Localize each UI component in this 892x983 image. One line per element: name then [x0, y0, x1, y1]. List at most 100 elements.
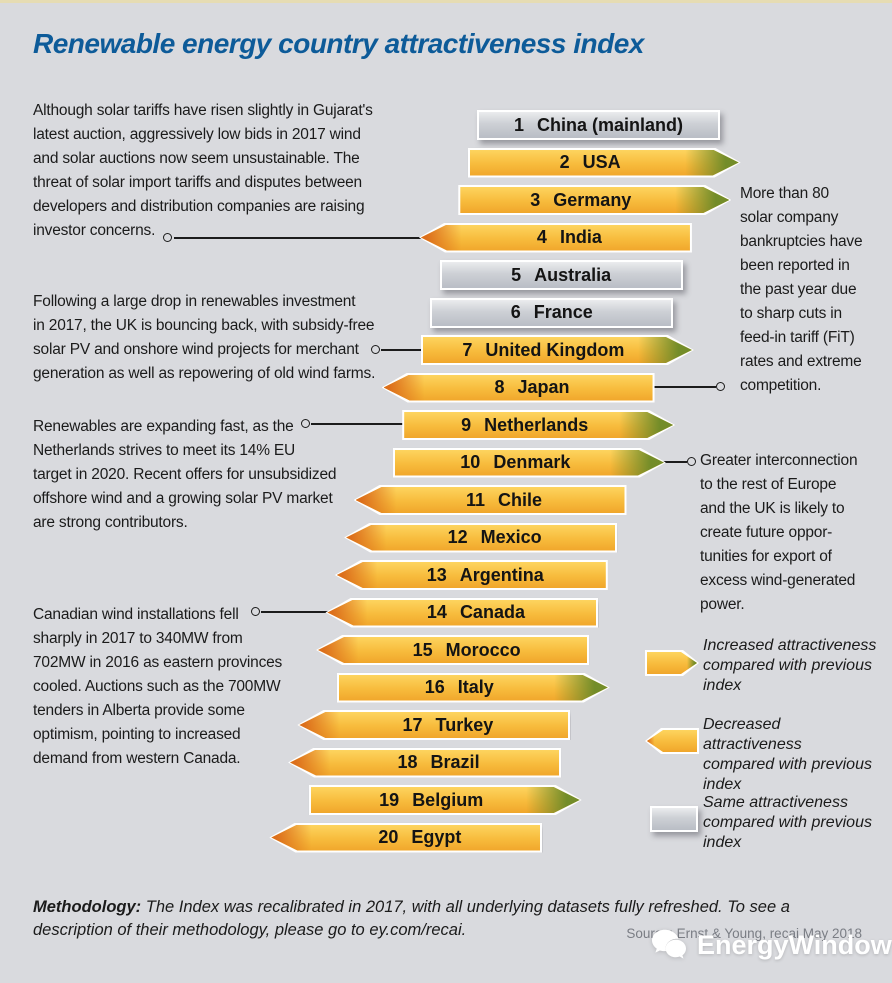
rank-bar-14: 14 Canada — [325, 597, 599, 628]
connector-line-japan — [652, 386, 716, 388]
legend-label-same: Same attractiveness compared with previo… — [703, 794, 872, 851]
connector-dot-uk — [371, 345, 380, 354]
rank-bar-label: 6 France — [430, 298, 673, 328]
rank-bar-17: 17 Turkey — [297, 710, 571, 740]
country-name: Denmark — [493, 452, 571, 472]
rank-bar-label: 17 Turkey — [297, 710, 570, 740]
rank-bar-label: 18 Brazil — [288, 748, 561, 778]
rank-number: 2 — [559, 152, 570, 172]
legend-label-decreased: Decreased attractiveness compared with p… — [703, 716, 872, 793]
country-name: Japan — [517, 377, 570, 397]
methodology-text: The Index was recalibrated in 2017, with… — [33, 898, 790, 939]
rank-bar-15: 15 Morocco — [316, 635, 590, 665]
rank-bar-label: 1 China (mainland) — [477, 110, 720, 140]
rank-number: 7 — [462, 339, 473, 360]
rank-bar-7: 7 United Kingdom — [421, 335, 694, 365]
rank-bar-label: 14 Canada — [325, 598, 598, 628]
country-name: Turkey — [435, 714, 494, 735]
country-name: United Kingdom — [485, 339, 625, 360]
country-name: Brazil — [430, 752, 480, 772]
rank-number: 4 — [536, 227, 547, 247]
rank-number: 12 — [447, 527, 468, 547]
connector-dot-india — [163, 233, 172, 242]
rank-bar-label: 3 Germany — [458, 185, 731, 215]
country-name: China (mainland) — [537, 114, 684, 135]
country-name: Canada — [459, 602, 525, 622]
rank-bar-4: 4 India — [418, 222, 692, 253]
rank-bar-label: 4 India — [419, 223, 692, 253]
rank-bar-19: 19 Belgium — [309, 785, 582, 815]
rank-bar-8: 8 Japan — [381, 372, 655, 403]
country-name: India — [559, 227, 602, 247]
rank-number: 6 — [510, 302, 521, 322]
country-name: Italy — [457, 677, 494, 697]
legend-swatch-shape-increased — [645, 650, 699, 676]
connector-dot-denmark — [687, 457, 696, 466]
top-edge-strip — [0, 0, 892, 3]
rank-bar-label: 12 Mexico — [344, 523, 617, 553]
rank-bar-label: 11 Chile — [354, 485, 627, 515]
connector-dot-japan — [716, 382, 725, 391]
rank-bar-12: 12 Mexico — [344, 522, 618, 553]
rank-number: 17 — [402, 714, 423, 735]
rank-bar-16: 16 Italy — [337, 673, 610, 703]
rank-bar-label: 13 Argentina — [335, 560, 608, 590]
annotation-denmark: Greater interconnection to the rest of E… — [700, 452, 858, 613]
annotation-india: Although solar tariffs have risen slight… — [33, 102, 373, 239]
rank-number: 3 — [530, 189, 541, 210]
country-name: Morocco — [445, 639, 521, 660]
country-name: Germany — [553, 189, 632, 210]
country-name: Australia — [534, 264, 612, 285]
rank-bar-label: 5 Australia — [440, 260, 683, 290]
rank-bar-11: 11 Chile — [353, 485, 627, 515]
rank-number: 8 — [494, 377, 505, 397]
rank-number: 9 — [461, 414, 472, 435]
rank-bar-10: 10 Denmark — [393, 448, 666, 478]
rank-number: 1 — [513, 114, 524, 135]
annotation-netherlands: Renewables are expanding fast, as the Ne… — [33, 418, 337, 531]
connector-dot-canada — [251, 607, 260, 616]
rank-number: 20 — [378, 827, 399, 847]
country-name: Argentina — [459, 564, 544, 585]
rank-bar-20: 20 Egypt — [269, 822, 543, 853]
annotation-uk: Following a large drop in renewables inv… — [33, 293, 376, 382]
rank-number: 15 — [412, 639, 433, 660]
annotation-japan: More than 80 solar company bankruptcies … — [740, 185, 863, 394]
legend-swatch-decreased — [645, 728, 699, 754]
annotation-canada: Canadian wind installations fell sharply… — [33, 606, 283, 767]
country-name: Chile — [498, 489, 543, 510]
rank-bar-13: 13 Argentina — [334, 560, 608, 590]
rank-number: 19 — [379, 789, 400, 810]
rank-bar-2: 2 USA — [468, 148, 741, 178]
rank-number: 16 — [424, 677, 445, 697]
connector-line-denmark — [663, 461, 687, 463]
connector-dot-netherlands — [301, 419, 310, 428]
rank-bar-label: 10 Denmark — [393, 448, 666, 478]
rank-bar-3: 3 Germany — [458, 185, 731, 215]
country-name: USA — [582, 152, 621, 172]
rank-bar-1: 1 China (mainland) — [477, 110, 720, 140]
country-name: Netherlands — [484, 414, 589, 435]
country-name: France — [533, 302, 593, 322]
watermark-text: EnergyWindow — [697, 929, 892, 960]
rank-bar-9: 9 Netherlands — [402, 410, 675, 440]
connector-line-india — [174, 237, 432, 239]
legend-swatch-shape-decreased — [645, 728, 699, 754]
rank-bar-label: 9 Netherlands — [402, 410, 675, 440]
methodology-label: Methodology: — [33, 898, 142, 916]
country-name: Mexico — [480, 527, 542, 547]
rank-number: 11 — [465, 489, 485, 510]
rank-bar-label: 20 Egypt — [269, 823, 542, 853]
connector-line-canada — [261, 611, 335, 613]
rank-bar-label: 7 United Kingdom — [421, 335, 694, 365]
connector-line-uk — [381, 349, 427, 351]
rank-bar-label: 15 Morocco — [316, 635, 589, 665]
rank-bar-18: 18 Brazil — [288, 747, 562, 778]
chat-bubble-icon — [650, 928, 688, 962]
rank-number: 13 — [426, 564, 447, 585]
rank-bar-6: 6 France — [430, 297, 674, 328]
rank-bar-label: 2 USA — [468, 148, 741, 178]
legend-swatch-increased — [645, 650, 699, 676]
rank-number: 18 — [397, 752, 418, 772]
